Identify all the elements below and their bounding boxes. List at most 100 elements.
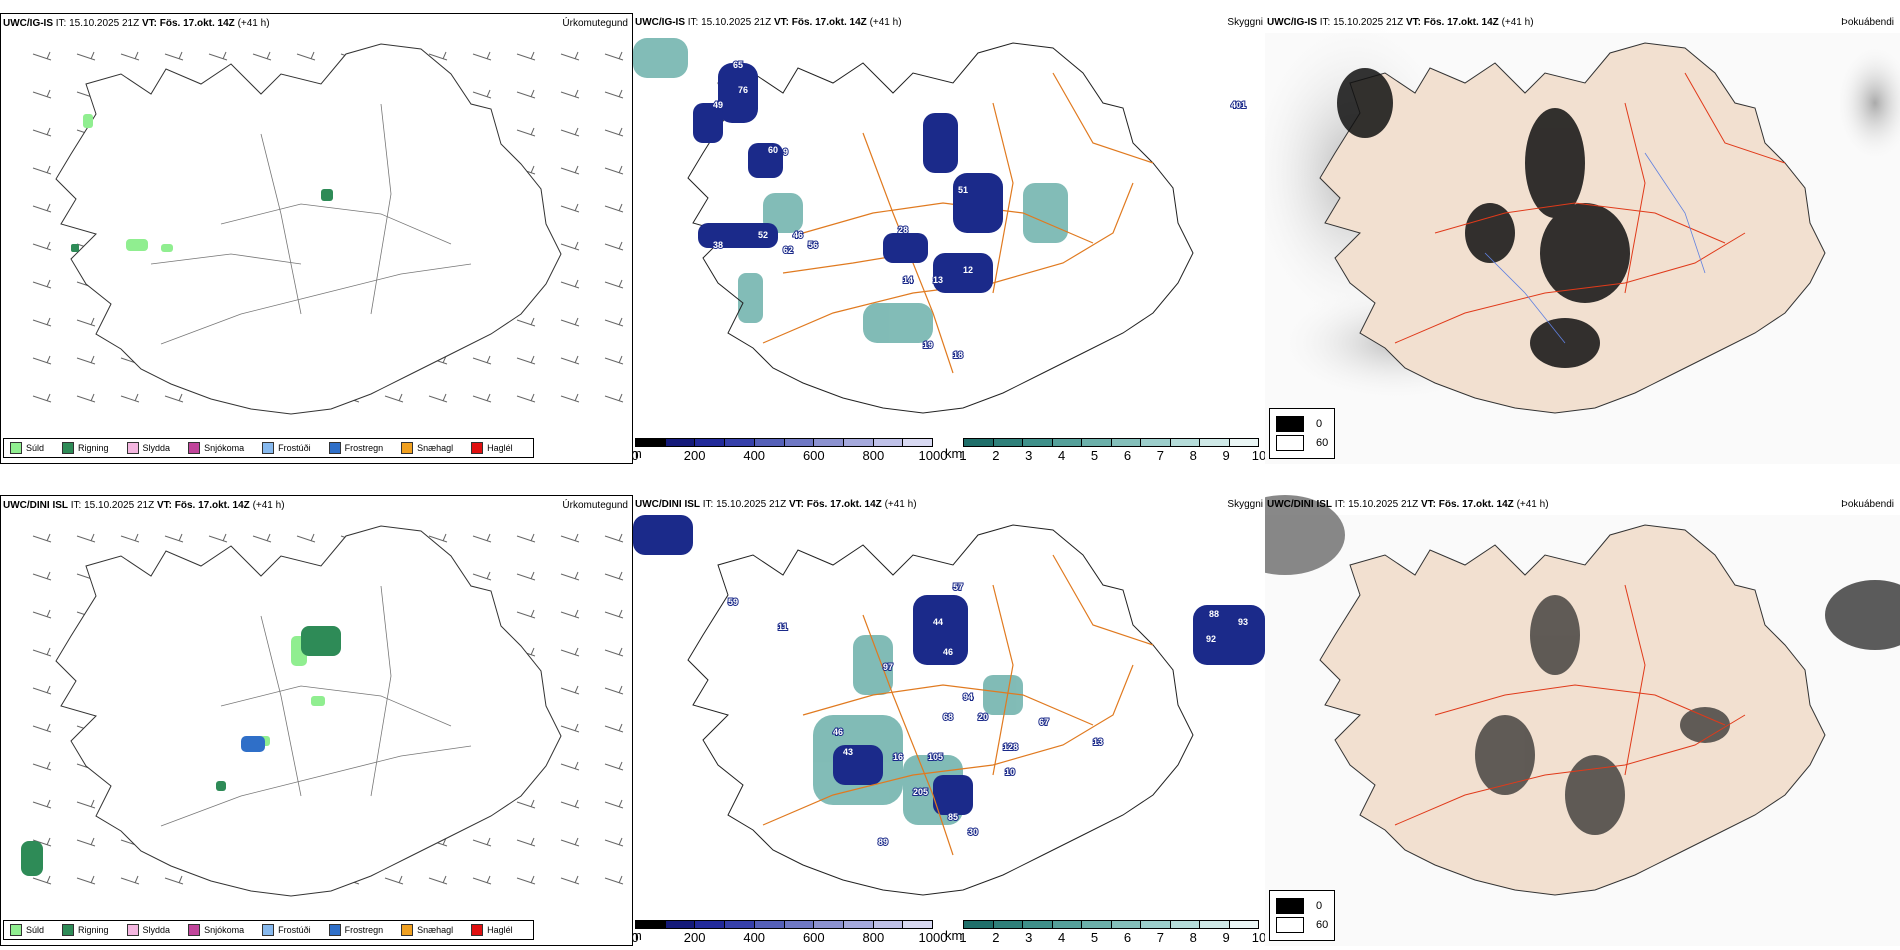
visibility-value-label: 85 bbox=[948, 812, 958, 822]
colorbar-tick: 0 bbox=[633, 930, 639, 945]
wind-barb-icon bbox=[472, 837, 492, 847]
legend-item: Frostregn bbox=[328, 442, 383, 454]
visibility-value-label: 13 bbox=[1093, 737, 1103, 747]
wind-barb-icon bbox=[560, 241, 580, 251]
visibility-colorbar: 1 2 3 4 5 6 7 8 9 10 km bbox=[945, 438, 1265, 463]
wind-barb-icon bbox=[32, 393, 52, 403]
wind-barb-icon bbox=[32, 51, 52, 61]
colorbar-tick: 8 bbox=[1189, 448, 1197, 463]
wind-barb-icon bbox=[428, 875, 448, 885]
panel-header: UWC/IG-IS IT: 15.10.2025 21Z VT: Fös. 17… bbox=[1267, 17, 1534, 28]
wind-barb-icon bbox=[516, 533, 536, 543]
wind-barb-icon bbox=[208, 51, 228, 61]
colorbar-tick: 1000 bbox=[918, 448, 948, 463]
legend-item: Frostregn bbox=[328, 924, 383, 936]
visibility-value-label: 19 bbox=[923, 340, 933, 350]
colorbar-bin bbox=[784, 921, 815, 928]
visibility-panel-top: UWC/IG-IS IT: 15.10.2025 21Z VT: Fös. 17… bbox=[633, 13, 1265, 464]
visibility-value-label: 65 bbox=[733, 60, 743, 70]
wind-barb-icon bbox=[428, 393, 448, 403]
wind-barb-icon bbox=[76, 317, 96, 327]
wind-barb-icon bbox=[604, 533, 624, 543]
wind-barb-icon bbox=[32, 279, 52, 289]
wind-barb-icon bbox=[516, 571, 536, 581]
wind-barb-icon bbox=[120, 533, 140, 543]
panel-type-label: Þokuábendi bbox=[1841, 17, 1894, 28]
wind-barb-icon bbox=[604, 393, 624, 403]
visibility-colorbar: 1 2 3 4 5 6 7 8 9 10 km bbox=[945, 920, 1265, 945]
wind-barb-icon bbox=[296, 533, 316, 543]
wind-barb-icon bbox=[604, 127, 624, 137]
colorbar-bin bbox=[1170, 921, 1200, 928]
panel-type-label: Þokuábendi bbox=[1841, 499, 1894, 510]
wind-barb-icon bbox=[560, 127, 580, 137]
wind-barb-icon bbox=[516, 875, 536, 885]
wind-barb-icon bbox=[32, 89, 52, 99]
legend-item: Slydda bbox=[126, 924, 170, 936]
iceland-map bbox=[1265, 13, 1900, 464]
wind-barb-icon bbox=[604, 165, 624, 175]
visibility-value-label: 68 bbox=[943, 712, 953, 722]
wind-barb-icon bbox=[560, 571, 580, 581]
fog-index-panel-bottom: UWC/DINI ISL IT: 15.10.2025 21Z VT: Fös.… bbox=[1265, 495, 1900, 946]
wind-barb-icon bbox=[560, 723, 580, 733]
visibility-value-label: 43 bbox=[843, 747, 853, 757]
visibility-value-label: 401 bbox=[1231, 100, 1246, 110]
colorbar-bin bbox=[1141, 921, 1171, 928]
panel-type-label: Úrkomutegund bbox=[562, 500, 628, 511]
colorbar-tick: 1 bbox=[959, 930, 967, 945]
colorbar-bin bbox=[1111, 439, 1141, 446]
wind-barb-icon bbox=[472, 875, 492, 885]
legend-item: Súld bbox=[10, 442, 44, 454]
visibility-value-label: 57 bbox=[953, 582, 963, 592]
colorbar-tick: 200 bbox=[683, 930, 706, 945]
colorbar-tick: 10 bbox=[1251, 930, 1265, 945]
wind-barb-icon bbox=[560, 761, 580, 771]
iceland-map bbox=[32, 43, 624, 446]
colorbar-bin bbox=[843, 921, 874, 928]
colorbar-tick: 4 bbox=[1058, 930, 1066, 945]
wind-barb-icon bbox=[32, 685, 52, 695]
wind-barb-icon bbox=[472, 89, 492, 99]
precip-type-legend: Súld Rigning Slydda Snjókoma Frostúði Fr… bbox=[3, 920, 534, 940]
colorbar-bin bbox=[993, 439, 1023, 446]
wind-barb-icon bbox=[560, 609, 580, 619]
colorbar-bin bbox=[695, 439, 726, 446]
wind-barb-icon bbox=[252, 533, 272, 543]
colorbar-bin bbox=[725, 921, 755, 928]
wind-barb-icon bbox=[76, 355, 96, 365]
colorbar-bin bbox=[754, 439, 785, 446]
wind-barb-icon bbox=[32, 571, 52, 581]
colorbar-bin bbox=[1052, 921, 1082, 928]
visibility-value-label: 67 bbox=[1039, 717, 1049, 727]
visibility-value-label: 59 bbox=[728, 597, 738, 607]
wind-barb-icon bbox=[604, 355, 624, 365]
wind-barb-icon bbox=[604, 241, 624, 251]
wind-barb-icon bbox=[384, 393, 404, 403]
colorbar-bin bbox=[636, 921, 666, 928]
wind-barb-icon bbox=[32, 203, 52, 213]
wind-barb-icon bbox=[604, 837, 624, 847]
wind-barb-icon bbox=[516, 127, 536, 137]
legend-item: Snjókoma bbox=[188, 442, 244, 454]
wind-barb-icon bbox=[516, 89, 536, 99]
wind-barb-icon bbox=[472, 51, 492, 61]
legend-item: Frostúði bbox=[262, 924, 311, 936]
wind-barb-icon bbox=[252, 51, 272, 61]
wind-barb-icon bbox=[604, 609, 624, 619]
wind-barb-icon bbox=[560, 875, 580, 885]
wind-barb-icon bbox=[384, 875, 404, 885]
visibility-value-label: 38 bbox=[713, 240, 723, 250]
visibility-value-label: 89 bbox=[878, 837, 888, 847]
wind-barb-icon bbox=[604, 203, 624, 213]
wind-barb-icon bbox=[76, 533, 96, 543]
colorbar-bin bbox=[1200, 921, 1230, 928]
colorbar-tick: 5 bbox=[1090, 448, 1099, 463]
legend-item: Snæhagl bbox=[401, 442, 453, 454]
visibility-value-label: 13 bbox=[933, 275, 943, 285]
colorbar-tick: 600 bbox=[802, 930, 825, 945]
colorbar-bin bbox=[1170, 439, 1200, 446]
colorbar-bin bbox=[814, 439, 844, 446]
panel-header: UWC/DINI ISL IT: 15.10.2025 21Z VT: Fös.… bbox=[635, 499, 917, 510]
fog-legend-row: 60 bbox=[1276, 435, 1328, 451]
